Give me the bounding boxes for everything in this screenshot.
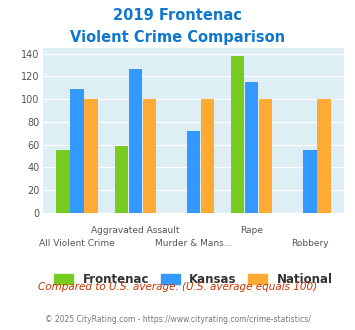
Bar: [303, 150, 317, 213]
Bar: [142, 99, 156, 213]
Bar: [187, 131, 200, 213]
Text: All Violent Crime: All Violent Crime: [39, 239, 115, 248]
Bar: [129, 70, 142, 213]
Bar: [115, 146, 128, 213]
Text: © 2025 CityRating.com - https://www.cityrating.com/crime-statistics/: © 2025 CityRating.com - https://www.city…: [45, 315, 310, 324]
Legend: Frontenac, Kansas, National: Frontenac, Kansas, National: [49, 268, 338, 291]
Bar: [84, 99, 98, 213]
Text: Murder & Mans...: Murder & Mans...: [155, 239, 232, 248]
Bar: [56, 150, 70, 213]
Text: 2019 Frontenac: 2019 Frontenac: [113, 8, 242, 23]
Text: Compared to U.S. average. (U.S. average equals 100): Compared to U.S. average. (U.S. average …: [38, 282, 317, 292]
Bar: [259, 99, 272, 213]
Bar: [317, 99, 331, 213]
Bar: [70, 89, 84, 213]
Bar: [245, 82, 258, 213]
Text: Robbery: Robbery: [291, 239, 329, 248]
Text: Violent Crime Comparison: Violent Crime Comparison: [70, 30, 285, 45]
Bar: [231, 56, 245, 213]
Text: Aggravated Assault: Aggravated Assault: [91, 226, 180, 235]
Text: Rape: Rape: [240, 226, 263, 235]
Bar: [201, 99, 214, 213]
